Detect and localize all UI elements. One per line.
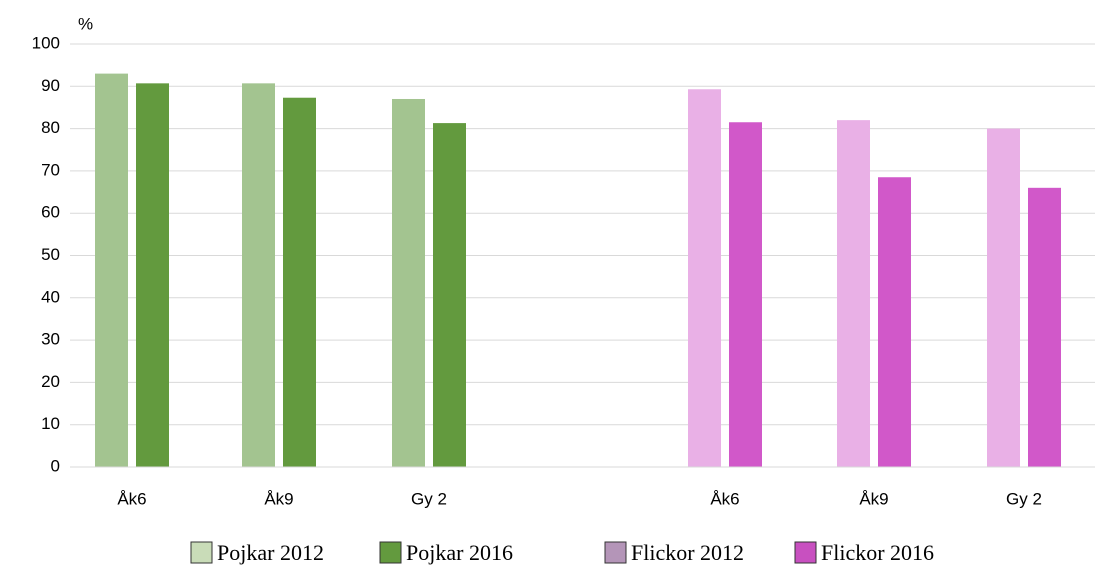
bar bbox=[987, 128, 1020, 467]
bar bbox=[837, 120, 870, 467]
legend-label: Flickor 2012 bbox=[631, 540, 744, 565]
bar bbox=[392, 98, 425, 468]
bar bbox=[688, 89, 721, 468]
legend-label: Pojkar 2016 bbox=[406, 540, 513, 565]
legend-label: Pojkar 2012 bbox=[217, 540, 324, 565]
bar bbox=[878, 177, 911, 467]
y-tick-label: 40 bbox=[41, 287, 60, 306]
bar bbox=[283, 97, 316, 467]
y-tick-label: 60 bbox=[41, 203, 60, 222]
x-tick-label: Gy 2 bbox=[1006, 489, 1042, 508]
y-tick-label: 20 bbox=[41, 372, 60, 391]
legend-swatch bbox=[604, 541, 627, 564]
bar bbox=[1028, 187, 1061, 467]
y-tick-label: 10 bbox=[41, 414, 60, 433]
legend-swatch bbox=[794, 541, 817, 564]
bar bbox=[433, 123, 466, 467]
bar bbox=[136, 83, 169, 468]
y-tick-label: 0 bbox=[51, 456, 60, 475]
bar bbox=[95, 73, 128, 468]
bar bbox=[729, 122, 762, 467]
bar bbox=[242, 83, 275, 468]
legend-swatch bbox=[379, 541, 402, 564]
x-tick-label: Åk6 bbox=[117, 489, 146, 508]
x-tick-label: Åk9 bbox=[264, 489, 293, 508]
y-tick-label: 80 bbox=[41, 118, 60, 137]
y-tick-label: 50 bbox=[41, 245, 60, 264]
x-tick-label: Gy 2 bbox=[411, 489, 447, 508]
y-tick-label: 100 bbox=[32, 33, 60, 52]
y-tick-label: 30 bbox=[41, 330, 60, 349]
y-tick-label: 70 bbox=[41, 160, 60, 179]
legend-swatch bbox=[190, 541, 213, 564]
x-tick-label: Åk6 bbox=[710, 489, 739, 508]
y-axis-label: % bbox=[78, 14, 93, 33]
x-tick-label: Åk9 bbox=[859, 489, 888, 508]
legend-label: Flickor 2016 bbox=[821, 540, 934, 565]
y-tick-label: 90 bbox=[41, 76, 60, 95]
